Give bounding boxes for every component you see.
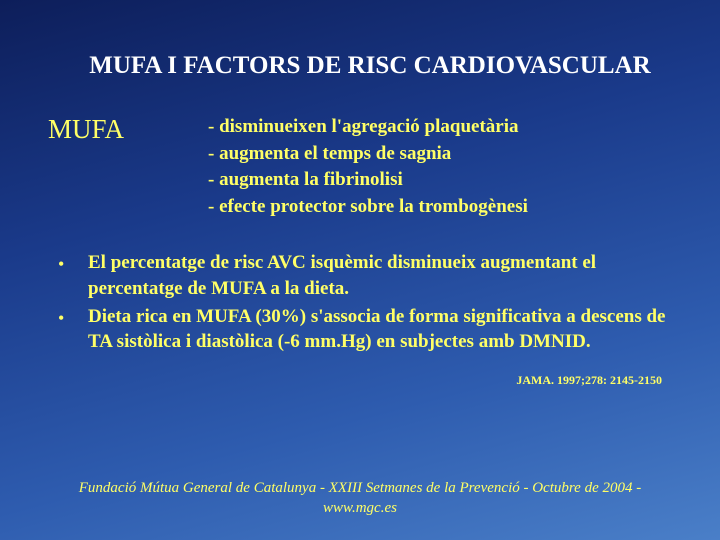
bullet-text: El percentatge de risc AVC isquèmic dism… [88, 250, 672, 301]
slide-footer: Fundació Mútua General de Catalunya - XX… [0, 479, 720, 518]
footer-line-2: www.mgc.es [323, 500, 397, 516]
section-label: MUFA [48, 114, 208, 220]
bullet-item: • Dieta rica en MUFA (30%) s'associa de … [58, 304, 672, 355]
dash-list: - disminueixen l'agregació plaquetària -… [208, 114, 528, 220]
bullet-dot-icon: • [58, 304, 88, 355]
dash-item: - efecte protector sobre la trombogènesi [208, 194, 528, 221]
bullet-item: • El percentatge de risc AVC isquèmic di… [58, 250, 672, 301]
citation-text: JAMA. 1997;278: 2145-2150 [48, 373, 672, 388]
bullet-list: • El percentatge de risc AVC isquèmic di… [48, 250, 672, 355]
slide-title: MUFA I FACTORS DE RISC CARDIOVASCULAR [48, 52, 672, 80]
bullet-dot-icon: • [58, 250, 88, 301]
slide-container: MUFA I FACTORS DE RISC CARDIOVASCULAR MU… [0, 0, 720, 540]
dash-item: - augmenta la fibrinolisi [208, 167, 528, 194]
dash-item: - augmenta el temps de sagnia [208, 141, 528, 168]
footer-line-1: Fundació Mútua General de Catalunya - XX… [79, 480, 641, 496]
bullet-text: Dieta rica en MUFA (30%) s'associa de fo… [88, 304, 672, 355]
dash-item: - disminueixen l'agregació plaquetària [208, 114, 528, 141]
mufa-section: MUFA - disminueixen l'agregació plaquetà… [48, 114, 672, 220]
